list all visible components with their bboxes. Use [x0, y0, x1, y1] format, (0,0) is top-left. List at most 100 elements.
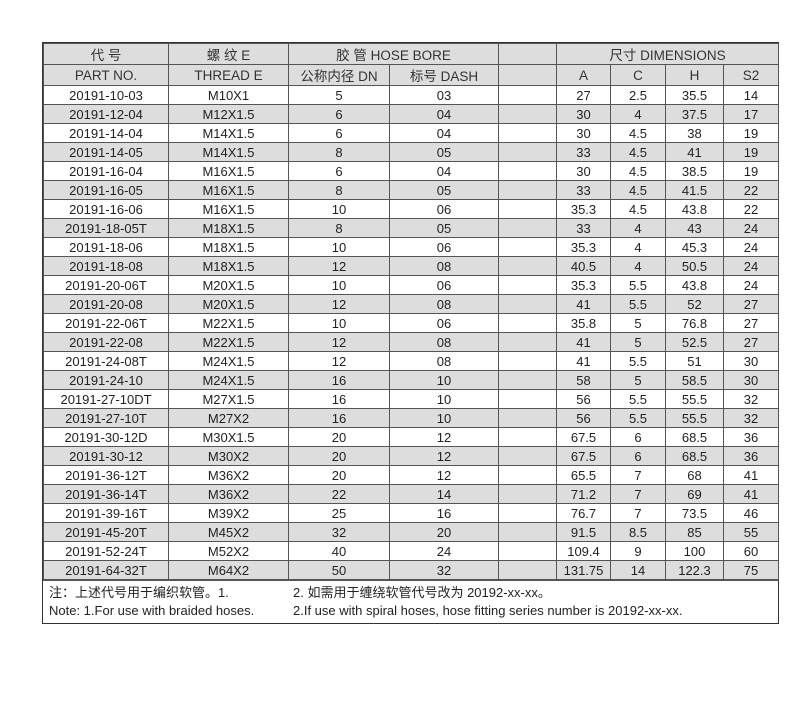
- cell-dash: 24: [389, 541, 499, 561]
- cell-s2: 27: [722, 313, 780, 333]
- cell-part-no: 20191-27-10T: [43, 408, 169, 428]
- note-cn-2: 2. 如需用于缠绕软管代号改为 20192-xx-xx。: [293, 585, 551, 600]
- cell-blank: [498, 237, 557, 257]
- cell-a: 41: [556, 351, 611, 371]
- cell-blank: [498, 256, 557, 276]
- cell-blank: [498, 199, 557, 219]
- header-thread: THREAD E: [168, 64, 289, 86]
- cell-thread: M24X1.5: [168, 351, 289, 371]
- cell-c: 2.5: [610, 85, 666, 105]
- cell-c: 7: [610, 484, 666, 504]
- cell-dash: 03: [389, 85, 499, 105]
- cell-part-no: 20191-20-08: [43, 294, 169, 314]
- cell-h: 68.5: [665, 446, 724, 466]
- cell-dn: 6: [288, 104, 390, 124]
- cell-h: 52: [665, 294, 724, 314]
- table-row: 20191-27-10DT M27X1.5 16 10 56 5.5 55.5 32: [43, 389, 780, 409]
- cell-thread: M18X1.5: [168, 237, 289, 257]
- cell-thread: M30X1.5: [168, 427, 289, 447]
- cell-a: 40.5: [556, 256, 611, 276]
- table-row: 20191-36-14T M36X2 22 14 71.2 7 69 41: [43, 484, 780, 504]
- header-blank: [498, 64, 557, 86]
- cell-blank: [498, 123, 557, 143]
- table-row: 20191-64-32T M64X2 50 32 131.75 14 122.3 75: [43, 560, 780, 580]
- cell-dash: 06: [389, 275, 499, 295]
- cell-dash: 06: [389, 237, 499, 257]
- cell-a: 35.8: [556, 313, 611, 333]
- cell-a: 33: [556, 180, 611, 200]
- cell-c: 5.5: [610, 275, 666, 295]
- cell-part-no: 20191-22-06T: [43, 313, 169, 333]
- cell-s2: 36: [722, 427, 780, 447]
- cell-thread: M10X1: [168, 85, 289, 105]
- cell-thread: M14X1.5: [168, 142, 289, 162]
- table-row: 20191-14-04 M14X1.5 6 04 30 4.5 38 19: [43, 123, 780, 143]
- cell-dn: 22: [288, 484, 390, 504]
- cell-s2: 75: [722, 560, 780, 580]
- cell-thread: M22X1.5: [168, 332, 289, 352]
- cell-s2: 14: [722, 85, 780, 105]
- cell-thread: M27X1.5: [168, 389, 289, 409]
- table-row: 20191-18-08 M18X1.5 12 08 40.5 4 50.5 24: [43, 256, 780, 276]
- cell-dash: 12: [389, 446, 499, 466]
- cell-a: 27: [556, 85, 611, 105]
- cell-dash: 05: [389, 218, 499, 238]
- cell-thread: M18X1.5: [168, 256, 289, 276]
- cell-blank: [498, 275, 557, 295]
- header-dimensions: 尺寸 DIMENSIONS: [555, 43, 780, 65]
- cell-dn: 6: [288, 161, 390, 181]
- table-row: 20191-10-03 M10X1 5 03 27 2.5 35.5 14: [43, 85, 780, 105]
- spec-table-container: 代 号 螺 纹 E 胶 管 HOSE BORE 尺寸 DIMENSIONS PA…: [42, 42, 780, 624]
- cell-blank: [498, 218, 557, 238]
- cell-h: 122.3: [665, 560, 724, 580]
- cell-dn: 20: [288, 427, 390, 447]
- cell-part-no: 20191-16-06: [43, 199, 169, 219]
- cell-thread: M36X2: [168, 484, 289, 504]
- cell-h: 100: [665, 541, 724, 561]
- cell-c: 8.5: [610, 522, 666, 542]
- table-row: 20191-22-08 M22X1.5 12 08 41 5 52.5 27: [43, 332, 780, 352]
- cell-s2: 55: [722, 522, 780, 542]
- cell-c: 5.5: [610, 408, 666, 428]
- cell-thread: M20X1.5: [168, 294, 289, 314]
- header-h: H: [665, 64, 724, 86]
- cell-blank: [498, 332, 557, 352]
- cell-thread: M22X1.5: [168, 313, 289, 333]
- cell-part-no: 20191-24-10: [43, 370, 169, 390]
- cell-c: 4: [610, 237, 666, 257]
- table-row: 20191-18-05T M18X1.5 8 05 33 4 43 24: [43, 218, 780, 238]
- cell-a: 71.2: [556, 484, 611, 504]
- cell-thread: M39X2: [168, 503, 289, 523]
- cell-dash: 14: [389, 484, 499, 504]
- cell-dash: 10: [389, 408, 499, 428]
- header-part-cn: 代 号: [43, 43, 169, 65]
- cell-thread: M16X1.5: [168, 161, 289, 181]
- cell-blank: [498, 351, 557, 371]
- cell-part-no: 20191-52-24T: [43, 541, 169, 561]
- cell-thread: M64X2: [168, 560, 289, 580]
- table-row: 20191-16-06 M16X1.5 10 06 35.3 4.5 43.8 22: [43, 199, 780, 219]
- cell-h: 41.5: [665, 180, 724, 200]
- cell-part-no: 20191-16-04: [43, 161, 169, 181]
- cell-dn: 20: [288, 465, 390, 485]
- cell-part-no: 20191-14-04: [43, 123, 169, 143]
- cell-part-no: 20191-22-08: [43, 332, 169, 352]
- cell-a: 30: [556, 104, 611, 124]
- cell-h: 43.8: [665, 275, 724, 295]
- cell-blank: [498, 484, 557, 504]
- cell-c: 4: [610, 218, 666, 238]
- cell-h: 41: [665, 142, 724, 162]
- cell-h: 68.5: [665, 427, 724, 447]
- table-row: 20191-20-08 M20X1.5 12 08 41 5.5 52 27: [43, 294, 780, 314]
- cell-c: 4.5: [610, 180, 666, 200]
- cell-blank: [498, 465, 557, 485]
- cell-dn: 25: [288, 503, 390, 523]
- cell-c: 5: [610, 370, 666, 390]
- cell-dn: 12: [288, 294, 390, 314]
- cell-a: 67.5: [556, 446, 611, 466]
- spec-table: 代 号 螺 纹 E 胶 管 HOSE BORE 尺寸 DIMENSIONS PA…: [43, 43, 780, 580]
- cell-dn: 5: [288, 85, 390, 105]
- cell-s2: 19: [722, 142, 780, 162]
- cell-blank: [498, 522, 557, 542]
- cell-part-no: 20191-16-05: [43, 180, 169, 200]
